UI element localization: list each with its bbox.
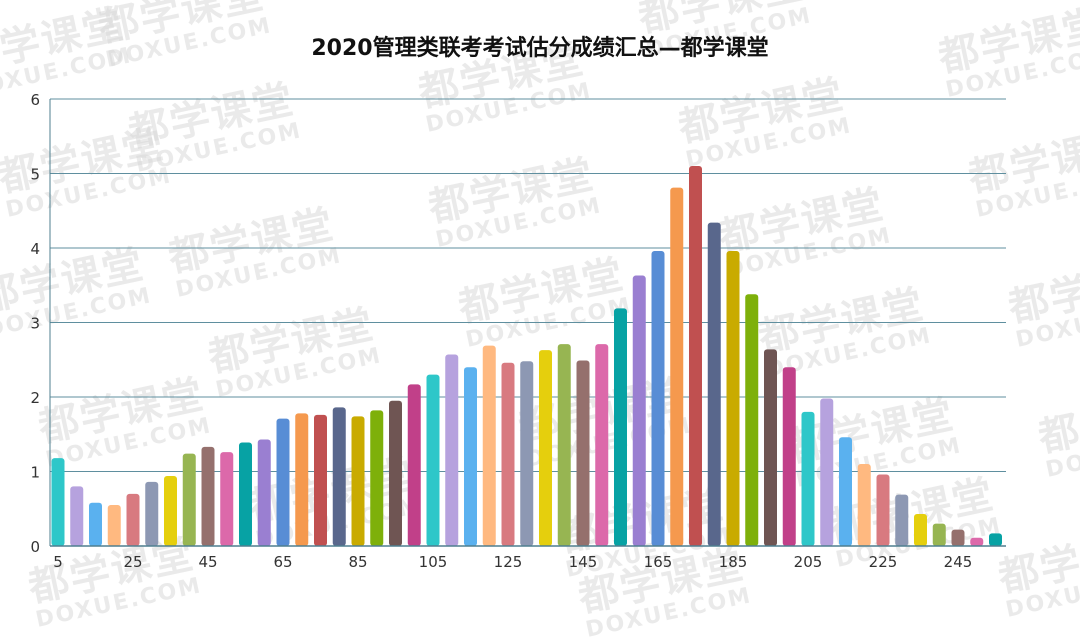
chart-title: 2020管理类联考考试估分成绩汇总—都学课堂 — [311, 36, 769, 61]
bar — [520, 361, 534, 546]
bar — [689, 166, 702, 547]
bar — [501, 362, 515, 546]
bar — [89, 502, 102, 546]
bar — [464, 367, 477, 546]
bar — [257, 439, 271, 546]
bar — [107, 505, 121, 546]
bar — [932, 523, 946, 546]
bar — [239, 442, 252, 546]
x-tick-label: 45 — [198, 553, 217, 571]
y-tick-label: 0 — [30, 538, 40, 556]
bar — [164, 475, 177, 546]
bar — [914, 513, 927, 546]
bar — [745, 294, 759, 546]
bar — [351, 416, 365, 546]
bar — [670, 187, 684, 546]
x-tick-label: 25 — [123, 553, 142, 571]
x-tick-label: 185 — [719, 553, 748, 571]
bar — [951, 529, 965, 546]
bar — [182, 453, 196, 546]
bar — [407, 384, 421, 546]
bar — [632, 275, 646, 546]
bar — [201, 446, 215, 546]
bar — [801, 411, 815, 546]
x-tick-label: 205 — [794, 553, 823, 571]
x-tick-label: 125 — [494, 553, 523, 571]
bar — [557, 344, 571, 546]
bar — [707, 222, 721, 547]
bar — [539, 350, 552, 546]
bar — [220, 452, 234, 546]
x-tick-label: 65 — [273, 553, 292, 571]
y-tick-label: 6 — [30, 91, 40, 109]
y-tick-label: 1 — [30, 464, 40, 482]
bar — [820, 398, 834, 546]
bar — [764, 349, 777, 546]
bar — [876, 474, 890, 546]
bar — [614, 308, 627, 546]
bar — [857, 464, 871, 546]
x-tick-label: 165 — [644, 553, 673, 571]
bar — [726, 250, 740, 547]
bar — [445, 354, 459, 546]
bar — [126, 493, 140, 546]
x-tick-label: 5 — [53, 553, 63, 571]
y-tick-label: 4 — [30, 240, 40, 258]
y-tick-label: 5 — [30, 166, 40, 184]
x-tick-label: 105 — [419, 553, 448, 571]
bar — [70, 486, 84, 546]
bar — [314, 414, 327, 546]
bar — [576, 360, 590, 546]
x-tick-label: 145 — [569, 553, 598, 571]
bar — [295, 413, 309, 546]
bar — [389, 400, 402, 546]
x-tick-label: 245 — [944, 553, 973, 571]
bar — [595, 344, 609, 546]
y-tick-label: 2 — [30, 389, 40, 407]
bar — [989, 533, 1002, 546]
bar — [970, 537, 984, 546]
bar — [895, 494, 909, 546]
bar — [145, 481, 159, 546]
bar — [426, 374, 440, 546]
y-tick-label: 3 — [30, 315, 40, 333]
bar — [332, 407, 346, 546]
bar — [276, 418, 290, 546]
bar — [782, 367, 796, 546]
bar — [482, 345, 496, 546]
x-tick-label: 85 — [348, 553, 367, 571]
bar — [370, 410, 384, 546]
bar — [651, 250, 665, 547]
x-tick-label: 225 — [869, 553, 898, 571]
bar — [51, 458, 65, 546]
bar — [839, 437, 852, 546]
